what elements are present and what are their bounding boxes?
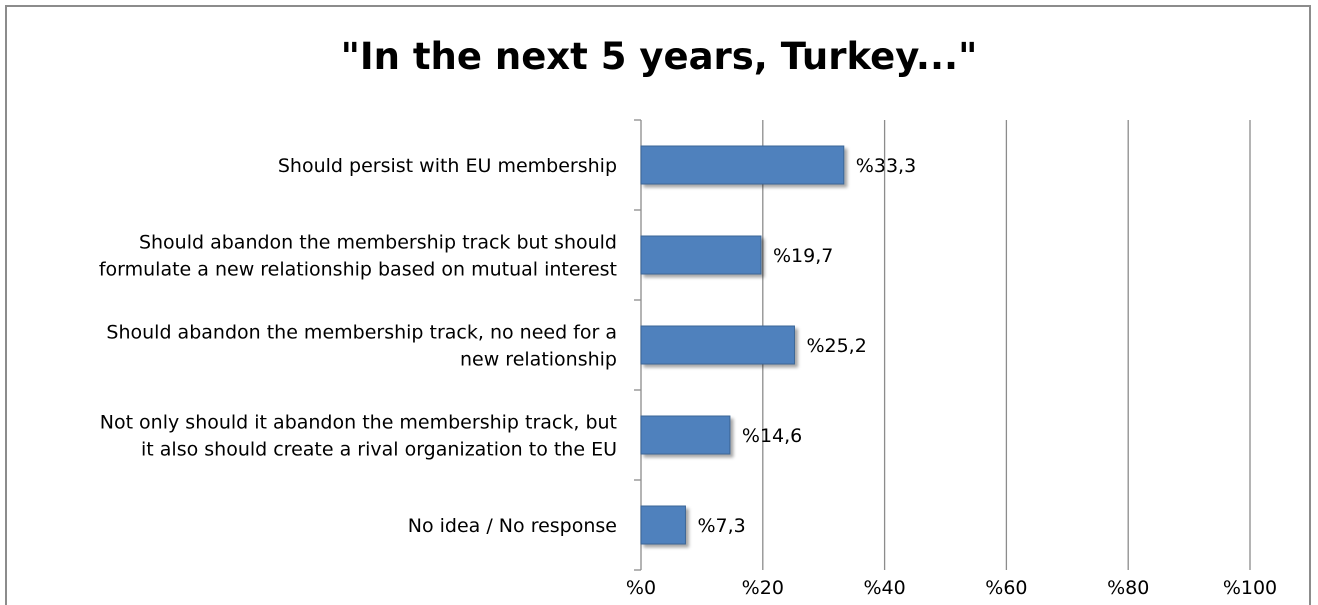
- category-label: No idea / No response: [408, 515, 617, 537]
- data-label: %25,2: [806, 335, 866, 357]
- data-label: %14,6: [742, 425, 802, 447]
- bar: [640, 325, 795, 365]
- x-tick-label: %100: [1223, 577, 1277, 596]
- x-tick-label: %0: [626, 577, 656, 596]
- category-label: Should abandon the membership track but …: [99, 232, 617, 281]
- category-label-line: Should abandon the membership track but …: [139, 232, 617, 254]
- bar: [640, 235, 762, 275]
- chart-title: "In the next 5 years, Turkey...": [340, 35, 978, 78]
- x-tick-label: %40: [863, 577, 905, 596]
- category-label-line: Not only should it abandon the membershi…: [100, 412, 617, 434]
- bar: [640, 145, 845, 185]
- data-label: %19,7: [773, 245, 833, 267]
- bar: [640, 505, 686, 545]
- category-label-line: No idea / No response: [408, 515, 617, 537]
- category-label-line: new relationship: [460, 349, 617, 371]
- x-tick-label: %60: [985, 577, 1027, 596]
- category-label: Should persist with EU membership: [278, 155, 617, 177]
- x-tick-label: %20: [742, 577, 784, 596]
- category-label-line: Should persist with EU membership: [278, 155, 617, 177]
- category-label-line: formulate a new relationship based on mu…: [99, 259, 617, 281]
- category-label: Should abandon the membership track, no …: [106, 322, 617, 371]
- category-label-line: Should abandon the membership track, no …: [106, 322, 617, 344]
- data-label: %7,3: [697, 515, 745, 537]
- category-label: Not only should it abandon the membershi…: [100, 412, 617, 461]
- bar: [640, 415, 731, 455]
- category-label-line: it also should create a rival organizati…: [141, 439, 617, 461]
- chart-frame: [5, 5, 1311, 605]
- x-tick-label: %80: [1107, 577, 1149, 596]
- data-label: %33,3: [856, 155, 916, 177]
